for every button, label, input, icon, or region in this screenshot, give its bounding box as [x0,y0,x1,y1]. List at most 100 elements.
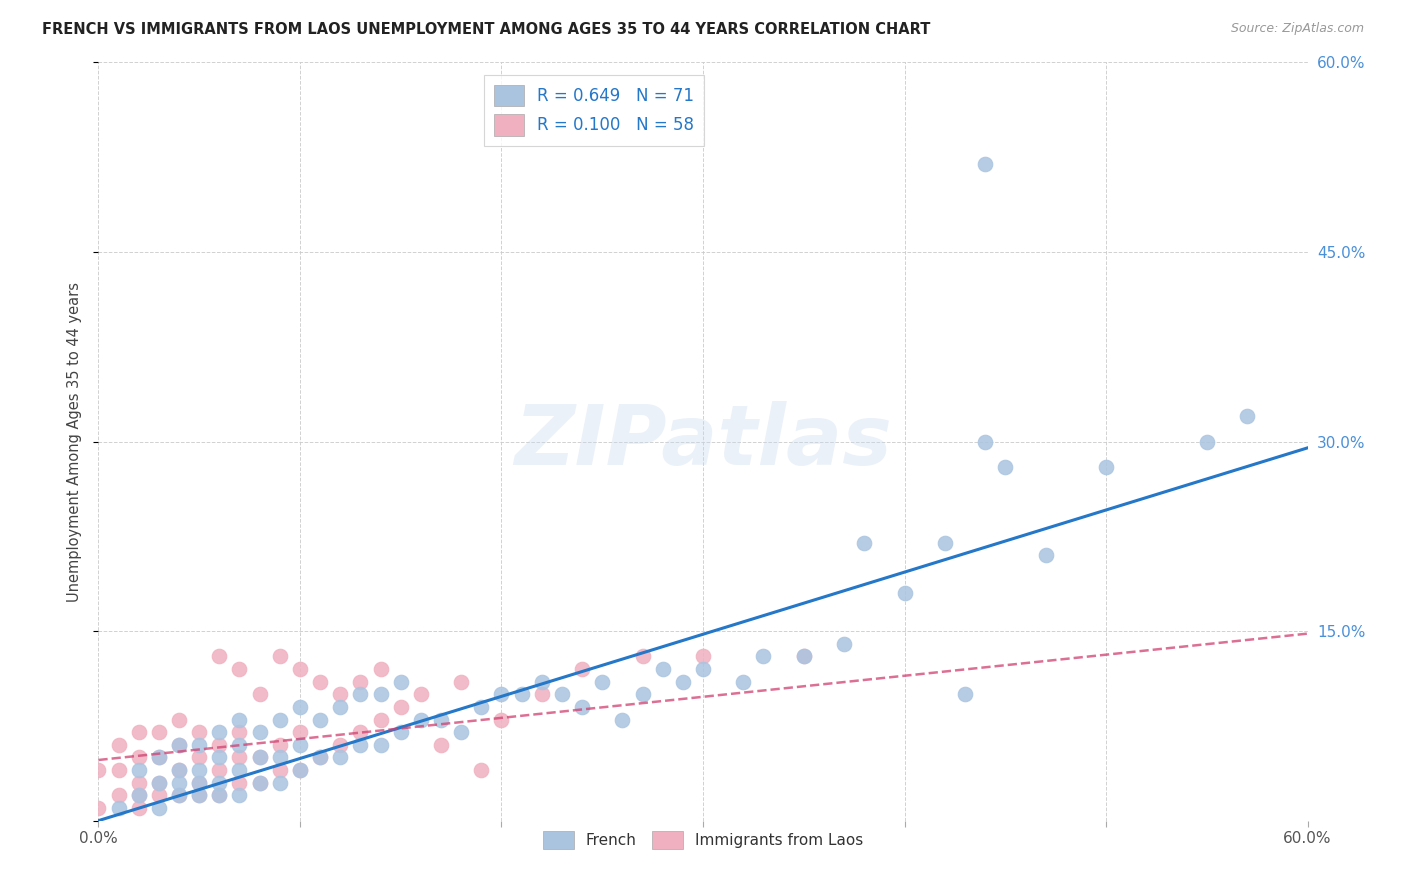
Point [249,725,271,739]
Point [409,713,432,727]
Point [370,713,392,727]
Point [1236,409,1258,424]
Point [793,649,815,664]
Point [107,738,129,752]
Point [167,738,190,752]
Point [188,789,211,803]
Point [188,776,211,790]
Point [148,776,170,790]
Point [349,738,371,752]
Point [288,763,311,777]
Point [692,649,714,664]
Point [128,801,150,815]
Point [530,674,553,689]
Point [208,763,231,777]
Point [167,776,190,790]
Point [208,725,231,739]
Point [329,687,352,701]
Point [1195,434,1218,449]
Point [733,674,755,689]
Point [329,699,352,714]
Point [228,725,250,739]
Point [107,763,129,777]
Point [893,586,915,600]
Point [208,649,231,664]
Point [491,713,513,727]
Point [148,750,170,764]
Point [571,699,593,714]
Point [591,674,613,689]
Point [167,713,190,727]
Point [188,725,211,739]
Point [188,776,211,790]
Text: FRENCH VS IMMIGRANTS FROM LAOS UNEMPLOYMENT AMONG AGES 35 TO 44 YEARS CORRELATIO: FRENCH VS IMMIGRANTS FROM LAOS UNEMPLOYM… [42,22,931,37]
Point [167,789,190,803]
Point [249,750,271,764]
Point [370,662,392,676]
Point [309,674,332,689]
Point [128,763,150,777]
Point [148,750,170,764]
Point [208,789,231,803]
Text: ZIPatlas: ZIPatlas [515,401,891,482]
Point [309,713,332,727]
Point [107,789,129,803]
Point [409,687,432,701]
Point [269,750,291,764]
Point [249,687,271,701]
Point [228,789,250,803]
Point [389,674,412,689]
Point [249,776,271,790]
Point [167,763,190,777]
Point [430,738,453,752]
Point [450,725,472,739]
Point [188,789,211,803]
Point [349,687,371,701]
Point [148,776,170,790]
Point [370,738,392,752]
Point [167,789,190,803]
Point [288,725,311,739]
Point [167,738,190,752]
Point [87,763,110,777]
Text: Source: ZipAtlas.com: Source: ZipAtlas.com [1230,22,1364,36]
Point [269,776,291,790]
Point [167,763,190,777]
Point [450,674,472,689]
Point [208,738,231,752]
Point [228,763,250,777]
Point [148,801,170,815]
Point [672,674,695,689]
Point [188,738,211,752]
Point [228,662,250,676]
Point [228,776,250,790]
Point [752,649,775,664]
Point [128,776,150,790]
Point [974,434,997,449]
Point [309,750,332,764]
Point [208,776,231,790]
Point [107,801,129,815]
Point [994,459,1017,474]
Point [370,687,392,701]
Point [249,750,271,764]
Point [208,750,231,764]
Point [309,750,332,764]
Point [389,699,412,714]
Point [128,789,150,803]
Point [631,649,654,664]
Point [934,535,956,549]
Y-axis label: Unemployment Among Ages 35 to 44 years: Unemployment Among Ages 35 to 44 years [67,282,83,601]
Point [530,687,553,701]
Point [551,687,574,701]
Point [793,649,815,664]
Point [853,535,876,549]
Point [974,156,997,170]
Point [612,713,634,727]
Point [288,699,311,714]
Point [188,763,211,777]
Point [148,725,170,739]
Point [651,662,673,676]
Point [128,725,150,739]
Point [329,738,352,752]
